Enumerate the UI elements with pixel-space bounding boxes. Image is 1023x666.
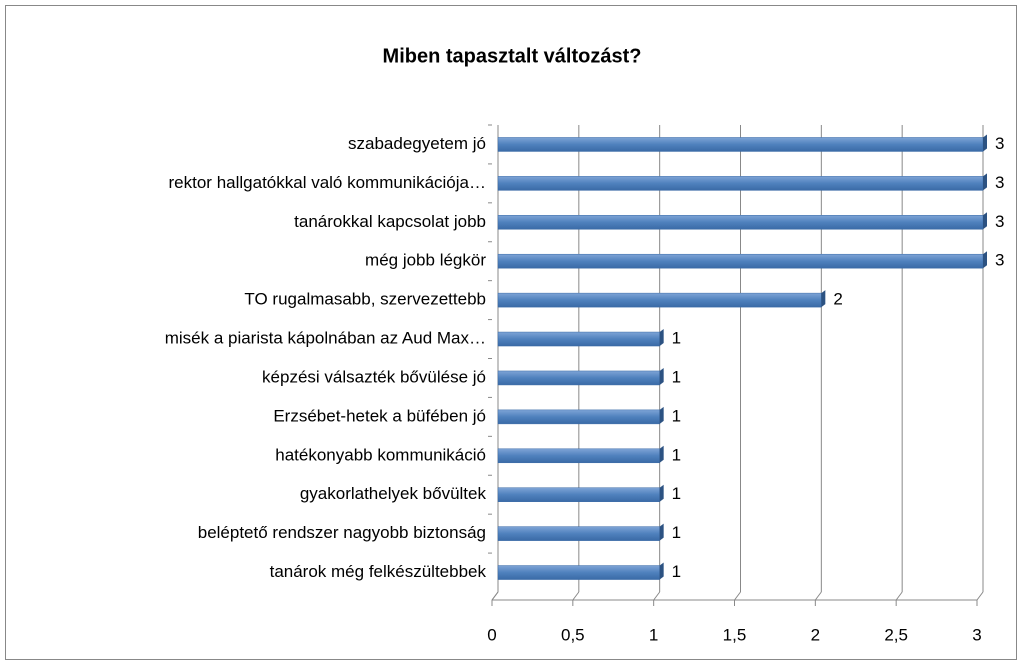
- y-tick-label: szabadegyetem jó: [348, 134, 486, 153]
- data-label: 1: [672, 484, 681, 503]
- bar-side: [983, 212, 987, 230]
- y-tick-label: gyakorlathelyek bővültek: [300, 484, 487, 503]
- bar: [497, 526, 660, 541]
- x-tick-label: 1,5: [723, 625, 747, 644]
- bar: [497, 370, 660, 386]
- data-label: 1: [672, 445, 681, 464]
- data-label: 3: [995, 251, 1004, 270]
- x-tick-label: 1: [649, 625, 658, 644]
- data-label: 1: [672, 367, 681, 386]
- grid-line-depth: [491, 591, 499, 601]
- bar-side: [659, 329, 664, 347]
- data-label: 1: [672, 523, 681, 542]
- x-tick-label: 3: [972, 625, 981, 644]
- bar: [497, 409, 660, 425]
- y-tick-label: misék a piarista kápolnában az Aud Max…: [165, 329, 486, 348]
- bar: [497, 331, 660, 347]
- bar: [497, 448, 660, 464]
- bar: [497, 253, 984, 269]
- y-tick-label: Erzsébet-hetek a büfében jó: [273, 406, 486, 425]
- bar-side: [659, 445, 664, 463]
- y-tick-label: hatékonyabb kommunikáció: [275, 445, 486, 464]
- bar-side: [821, 290, 826, 308]
- x-tick-label: 0: [487, 625, 496, 644]
- grid-line-depth: [976, 591, 984, 601]
- grid-line-depth: [734, 591, 741, 601]
- data-label: 3: [995, 173, 1004, 192]
- bar-side: [983, 134, 987, 152]
- y-tick-label: tanárokkal kapcsolat jobb: [294, 212, 486, 231]
- grid-line-depth: [814, 591, 822, 601]
- y-tick-label: beléptető rendszer nagyobb biztonság: [198, 523, 486, 542]
- bar: [497, 565, 660, 580]
- grid-line-depth: [572, 591, 580, 601]
- bar-side: [983, 251, 987, 269]
- data-label: 3: [995, 134, 1004, 153]
- y-tick-label: tanárok még felkészültebbek: [270, 562, 487, 581]
- bar: [497, 487, 660, 502]
- bar-side: [659, 484, 664, 502]
- y-tick-label: képzési válsazték bővülése jó: [262, 367, 486, 386]
- bar-side: [659, 562, 664, 580]
- bar-side: [659, 406, 664, 424]
- data-label: 1: [672, 562, 681, 581]
- data-label: 1: [672, 329, 681, 348]
- y-tick-label: TO rugalmasabb, szervezettebb: [244, 290, 486, 309]
- x-tick-label: 2,5: [884, 625, 908, 644]
- bar: [497, 292, 822, 308]
- bar-side: [659, 367, 664, 385]
- bar-side: [983, 173, 987, 191]
- chart-title: Miben tapasztalt változást?: [383, 45, 642, 67]
- grid-line-depth: [653, 591, 661, 601]
- x-tick-label: 0,5: [561, 625, 585, 644]
- bar: [497, 137, 984, 152]
- data-label: 1: [672, 406, 681, 425]
- data-label: 3: [995, 212, 1004, 231]
- bar: [497, 176, 984, 191]
- bar: [497, 215, 984, 230]
- grid-line-depth: [895, 591, 903, 601]
- data-label: 2: [833, 290, 842, 309]
- bar-side: [659, 523, 664, 541]
- y-tick-label: rektor hallgatókkal való kommunikációja…: [169, 173, 486, 192]
- x-tick-label: 2: [811, 625, 820, 644]
- y-tick-label: még jobb légkör: [365, 251, 486, 270]
